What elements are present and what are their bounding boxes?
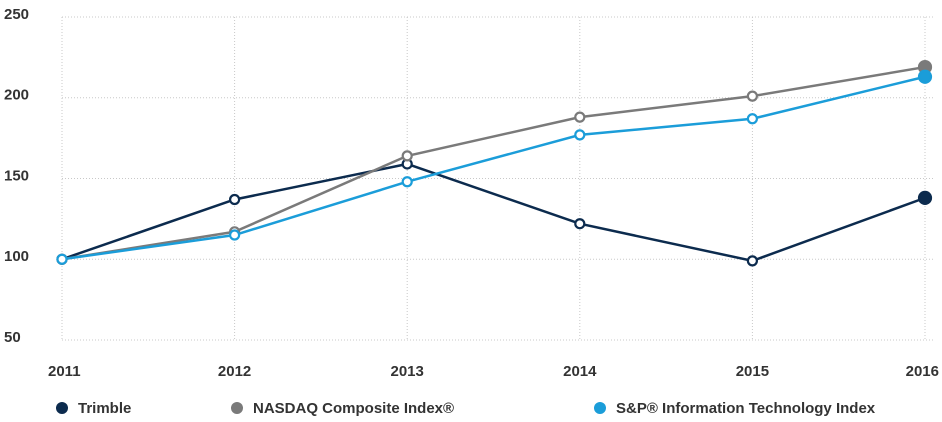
x-tick-label: 2013: [391, 363, 424, 380]
point: [574, 111, 586, 123]
point: [56, 253, 68, 265]
point: [574, 218, 586, 230]
y-tick-label: 200: [4, 87, 29, 104]
legend-label: S&P® Information Technology Index: [616, 400, 876, 417]
point: [229, 193, 241, 206]
point: [574, 129, 586, 141]
point: [229, 229, 241, 241]
legend-swatch: [594, 402, 606, 414]
legend-label: Trimble: [78, 400, 131, 417]
point: [746, 255, 759, 267]
point: [917, 69, 933, 84]
series-line: [61, 162, 926, 263]
series-line: [61, 65, 926, 261]
series-line: [61, 75, 926, 261]
point: [746, 113, 759, 125]
x-tick-label: 2016: [906, 363, 939, 380]
point: [401, 176, 413, 188]
point: [746, 90, 759, 102]
point: [401, 150, 413, 162]
x-tick-label: 2015: [736, 363, 769, 380]
y-tick-label: 150: [4, 167, 29, 184]
y-tick-label: 100: [4, 248, 29, 265]
y-tick-label: 250: [4, 6, 29, 23]
y-tick-label: 50: [4, 329, 21, 346]
x-tick-label: 2012: [218, 363, 251, 380]
legend-swatch: [231, 402, 243, 414]
x-tick-label: 2011: [48, 363, 81, 380]
x-tick-label: 2014: [563, 363, 597, 380]
legend-swatch: [56, 402, 68, 414]
legend-label: NASDAQ Composite Index®: [253, 400, 454, 417]
point: [917, 190, 933, 205]
